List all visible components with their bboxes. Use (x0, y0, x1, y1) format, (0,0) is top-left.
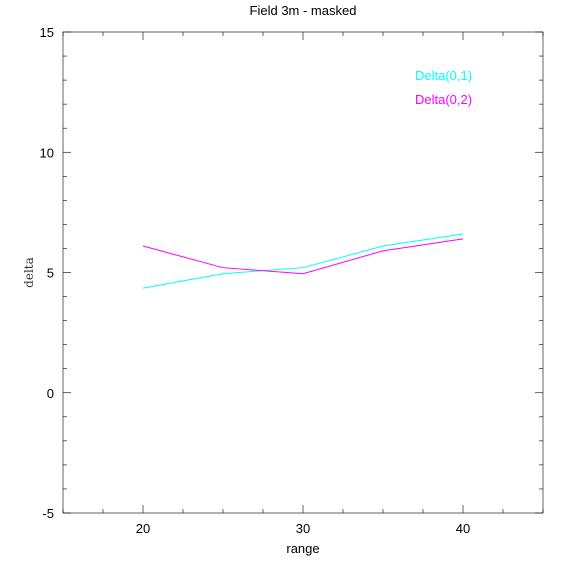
legend-entry-1: Delta(0,1) (415, 68, 472, 83)
x-tick-label: 30 (296, 521, 310, 536)
y-axis-label: delta (22, 257, 36, 288)
series-line-1 (142, 233, 464, 289)
y-tick-label: -5 (42, 506, 54, 521)
x-axis-ticks (62, 32, 544, 513)
y-tick-label: 15 (40, 25, 54, 40)
chart-title: Field 3m - masked (250, 3, 357, 18)
series-line-2 (142, 238, 464, 275)
y-tick-label: 5 (47, 266, 54, 281)
x-axis-tick-labels: 20 30 40 (136, 521, 470, 536)
x-tick-label: 40 (456, 521, 470, 536)
legend: Delta(0,1) Delta(0,2) (415, 68, 472, 107)
y-axis-ticks (63, 31, 543, 514)
x-tick-label: 20 (136, 521, 150, 536)
x-axis-label: range (286, 541, 319, 556)
legend-entry-2: Delta(0,2) (415, 92, 472, 107)
y-tick-label: 10 (40, 145, 54, 160)
y-axis-tick-labels: -5 0 5 10 15 (40, 25, 54, 521)
series-lines (142, 233, 464, 289)
y-tick-label: 0 (47, 386, 54, 401)
